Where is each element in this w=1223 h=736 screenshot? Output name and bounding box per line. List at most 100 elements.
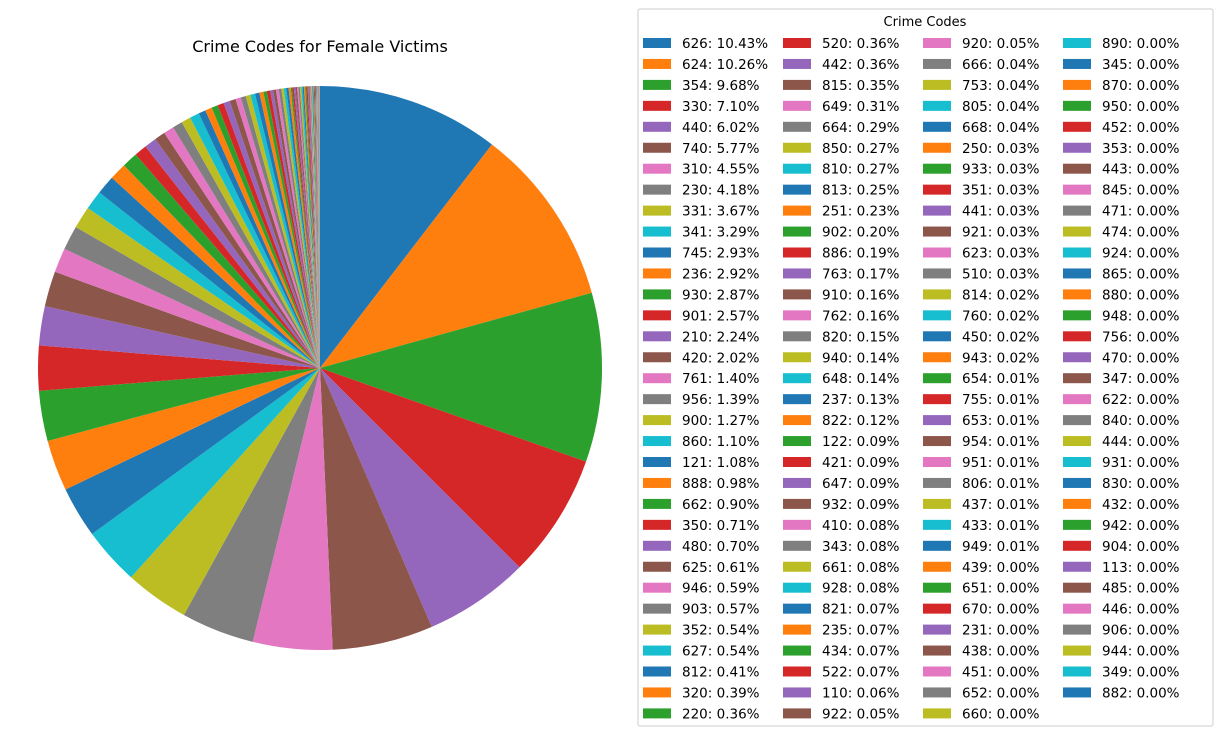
legend-swatch (643, 498, 671, 509)
legend-swatch (643, 477, 671, 488)
pie-slice-354 (320, 292, 602, 462)
pie-slice-437 (319, 85, 320, 368)
legend-label: 343: 0.08% (822, 539, 900, 555)
legend-entry-420: 420: 2.02% (643, 350, 760, 366)
legend-entry-942: 942: 0.00% (1063, 518, 1180, 534)
legend-swatch (783, 100, 811, 111)
pie-slice-351 (314, 86, 320, 369)
legend-swatch (643, 58, 671, 69)
pie-slice-331 (130, 368, 320, 615)
legend-label: 432: 0.00% (1102, 497, 1180, 513)
legend-swatch (783, 457, 811, 467)
legend-entry-890: 890: 0.00% (1063, 36, 1180, 52)
legend-entry-652: 652: 0.00% (923, 685, 1040, 701)
legend-label: 761: 1.40% (682, 371, 760, 387)
legend-title: Crime Codes (884, 15, 967, 30)
legend-swatch (783, 268, 811, 279)
pie-slice-310 (252, 368, 333, 651)
legend-swatch (783, 352, 811, 363)
legend-swatch (643, 352, 671, 363)
legend-entry-471: 471: 0.00% (1063, 204, 1180, 220)
legend-entry-444: 444: 0.00% (1063, 434, 1180, 450)
legend-label: 950: 0.00% (1102, 99, 1180, 115)
legend-entry-933: 933: 0.03% (923, 162, 1040, 178)
legend-entry-439: 439: 0.00% (923, 560, 1040, 576)
legend-entry-900: 900: 1.27% (643, 413, 760, 429)
legend-swatch (923, 708, 951, 719)
legend-label: 236: 2.92% (682, 266, 760, 282)
legend-label: 865: 0.00% (1102, 266, 1180, 282)
legend-swatch (783, 331, 811, 342)
legend-entry-921: 921: 0.03% (923, 225, 1040, 241)
legend-entry-649: 649: 0.31% (783, 99, 900, 115)
legend-swatch (643, 373, 671, 384)
legend-label: 668: 0.04% (962, 120, 1040, 136)
legend-label: 904: 0.00% (1102, 539, 1180, 555)
legend-swatch (923, 184, 951, 195)
legend-swatch (1063, 121, 1091, 132)
pie-slice-902 (263, 91, 320, 368)
legend-entry-440: 440: 6.02% (643, 120, 760, 136)
legend-entry-922: 922: 0.05% (783, 706, 900, 722)
legend-swatch (1063, 519, 1091, 530)
legend-label: 922: 0.05% (822, 706, 900, 722)
pie-slice-421 (292, 87, 320, 368)
legend-entry-654: 654: 0.01% (923, 371, 1040, 387)
legend-label: 901: 2.57% (682, 308, 760, 324)
legend-label: 942: 0.00% (1102, 518, 1180, 534)
legend-label: 441: 0.03% (962, 204, 1040, 220)
pie-slice-860 (87, 192, 320, 368)
legend-label: 933: 0.03% (962, 162, 1040, 178)
legend-label: 740: 5.77% (682, 141, 760, 157)
pie-slice-654 (318, 85, 320, 368)
legend-swatch (643, 79, 671, 90)
legend-label: 763: 0.17% (822, 266, 900, 282)
legend-swatch (923, 498, 951, 509)
legend-swatch (783, 205, 811, 216)
legend-entry-850: 850: 0.27% (783, 141, 900, 157)
legend-label: 820: 0.15% (822, 329, 900, 345)
legend-entry-950: 950: 0.00% (1063, 99, 1180, 115)
pie-slice-932 (295, 86, 320, 368)
legend-label: 944: 0.00% (1102, 644, 1180, 660)
legend-label: 924: 0.00% (1102, 246, 1180, 262)
legend-label: 903: 0.57% (682, 602, 760, 618)
legend-entry-745: 745: 2.93% (643, 246, 760, 262)
legend-entry-353: 353: 0.00% (1063, 141, 1180, 157)
legend-swatch (923, 540, 951, 551)
legend-swatch (1063, 100, 1091, 111)
pie-slice-954 (318, 85, 320, 368)
legend-swatch (923, 436, 951, 447)
pie-slice-822 (288, 87, 320, 368)
legend-swatch (783, 645, 811, 656)
legend-label: 661: 0.08% (822, 560, 900, 576)
legend-entry-845: 845: 0.00% (1063, 183, 1180, 199)
legend-label: 882: 0.00% (1102, 685, 1180, 701)
legend-swatch (1063, 645, 1091, 656)
legend-entry-443: 443: 0.00% (1063, 162, 1180, 178)
legend-swatch (1063, 352, 1091, 363)
legend-entry-452: 452: 0.00% (1063, 120, 1180, 136)
legend-entry-626: 626: 10.43% (643, 36, 768, 52)
legend-swatch (923, 38, 951, 48)
pie-slice-320 (205, 107, 320, 369)
legend-swatch (783, 624, 811, 635)
legend-swatch (1063, 540, 1091, 551)
legend-swatch (1063, 603, 1091, 614)
pie-slice-664 (240, 95, 320, 369)
legend-entry-901: 901: 2.57% (643, 308, 760, 324)
pie-slice-920 (309, 86, 320, 368)
legend-label: 452: 0.00% (1102, 120, 1180, 136)
legend-label: 830: 0.00% (1102, 476, 1180, 492)
legend-swatch (1063, 477, 1091, 488)
pie-slice-814 (316, 86, 320, 368)
pie-slice-250 (313, 86, 320, 368)
legend-swatch (1063, 415, 1091, 426)
legend-swatch (783, 226, 811, 237)
legend-entry-756: 756: 0.00% (1063, 329, 1180, 345)
legend-label: 420: 2.02% (682, 350, 760, 366)
legend-entry-231: 231: 0.00% (923, 623, 1040, 639)
legend-entry-662: 662: 0.90% (643, 497, 760, 513)
legend-label: 470: 0.00% (1102, 350, 1180, 366)
legend-label: 235: 0.07% (822, 623, 900, 639)
